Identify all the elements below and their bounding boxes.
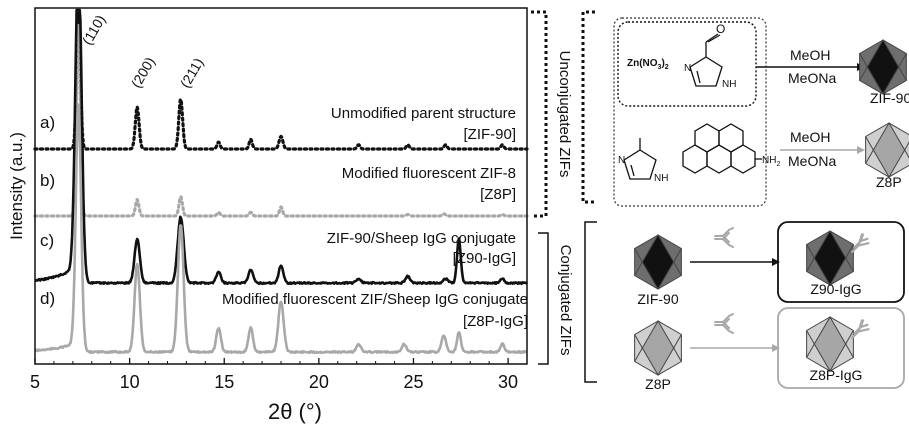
x-tick-label: 10 <box>120 372 140 392</box>
zif90-top-crystal <box>859 39 907 95</box>
series-a-name: Unmodified parent structure <box>331 105 516 122</box>
synthesis-scheme: Zn(NO3)2 O NH N N NH NH2 <box>613 17 909 392</box>
zif90-top-label: ZIF-90 <box>870 90 909 106</box>
series-b-letter: b) <box>40 171 55 190</box>
xrd-chart: 5 10 15 20 25 30 2θ (°) Intensity (a.u.) (110… <box>7 7 529 424</box>
meona-label-1: MeONa <box>788 70 836 86</box>
x-tick-label: 15 <box>214 372 234 392</box>
peak-label-110: (110) <box>79 12 109 47</box>
series-a-code: [ZIF-90] <box>463 126 516 143</box>
scheme-bracket-top <box>581 10 595 204</box>
series-a-letter: a) <box>40 113 55 132</box>
methylimidazole-nh-label: NH <box>654 173 668 184</box>
igg-antibody-icon-light-row <box>714 313 734 334</box>
zif90-crystal <box>634 234 682 290</box>
conjugated-label: Conjugated ZIFs <box>557 245 574 356</box>
y-axis-label: Intensity (a.u.) <box>7 132 26 240</box>
x-axis-ticks: 5 10 15 20 25 30 <box>30 358 528 392</box>
x-tick-label: 25 <box>403 372 423 392</box>
pattern-lines <box>33 8 529 355</box>
series-c-name: ZIF-90/Sheep IgG conjugate <box>327 230 516 247</box>
xrd-pattern-a <box>33 10 529 151</box>
xrd-pattern-d <box>34 103 528 355</box>
peak-label-200: (200) <box>128 54 158 90</box>
unconjugated-label: Unconjugated ZIFs <box>556 51 573 178</box>
z90igg-antibody-icon <box>850 233 870 254</box>
x-axis-label: 2θ (°) <box>268 399 322 424</box>
zif90-label: ZIF-90 <box>637 291 678 307</box>
z8p-crystal <box>634 320 682 376</box>
scheme-bracket-bottom <box>584 221 597 383</box>
meoh-label-1: MeOH <box>790 47 830 63</box>
peak-label-211: (211) <box>177 55 207 90</box>
z90igg-crystal <box>806 230 854 286</box>
xrd-pattern-c <box>34 8 528 286</box>
series-d-code: [Z8P-IgG] <box>463 313 528 330</box>
zinc-nitrate-label: Zn(NO3)2 <box>627 58 669 71</box>
series-b-code: [Z8P] <box>480 186 516 203</box>
bracket-conjugated: Conjugated ZIFs <box>538 232 574 365</box>
z8p-label: Z8P <box>645 376 671 392</box>
precursor-box-outer <box>613 17 767 207</box>
methylimidazole-structure <box>623 138 657 180</box>
imidazolecarboxaldehyde-structure <box>689 33 723 87</box>
igg-antibody-icon-dark-row <box>714 227 734 248</box>
z8pigg-antibody-icon <box>850 319 870 340</box>
z8p-top-crystal <box>865 122 909 178</box>
z90igg-label: Z90-IgG <box>810 281 861 297</box>
aminopyrene-structure <box>682 123 762 174</box>
meona-label-2: MeONa <box>788 153 836 169</box>
crystal-shapes <box>634 39 909 376</box>
imidazole-nh-label: NH <box>722 79 736 90</box>
x-tick-label: 20 <box>309 372 329 392</box>
meoh-label-2: MeOH <box>790 129 830 145</box>
imidazole-n-label: N <box>684 63 691 74</box>
x-tick-label: 30 <box>498 372 518 392</box>
series-d-name: Modified fluorescent ZIF/Sheep IgG conju… <box>222 291 528 308</box>
methylimidazole-n-label: N <box>618 155 625 166</box>
series-b-name: Modified fluorescent ZIF-8 <box>342 165 516 182</box>
z8pigg-label: Z8P-IgG <box>810 367 863 383</box>
x-tick-label: 5 <box>30 372 40 392</box>
series-d-letter: d) <box>40 289 55 308</box>
series-c-code: [Z90-IgG] <box>453 250 516 267</box>
z8pigg-crystal <box>806 316 854 372</box>
bracket-unconjugated: Unconjugated ZIFs <box>531 10 573 218</box>
z8pigg-box <box>777 307 905 389</box>
aldehyde-o-label: O <box>716 22 725 36</box>
amine-label: NH2 <box>762 155 780 168</box>
z8p-top-label: Z8P <box>876 174 902 190</box>
series-c-letter: c) <box>40 231 54 250</box>
precursor-box-inner <box>617 21 757 107</box>
plot-frame <box>34 7 528 365</box>
xrd-pattern-b <box>33 23 529 218</box>
z90igg-box <box>777 221 905 303</box>
